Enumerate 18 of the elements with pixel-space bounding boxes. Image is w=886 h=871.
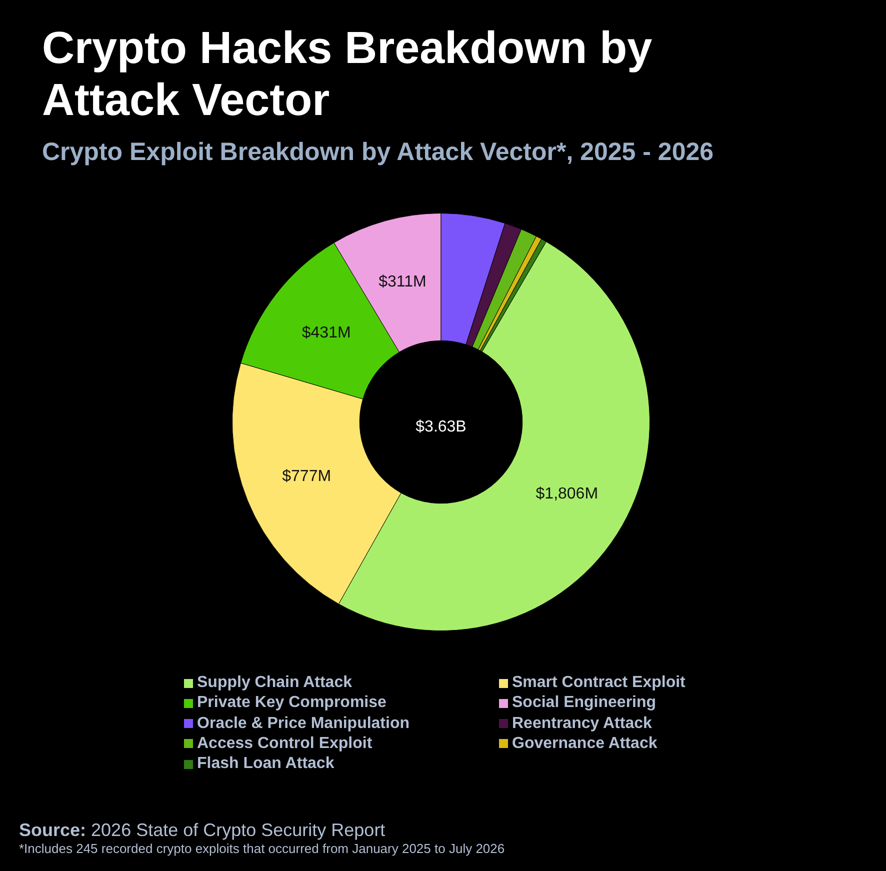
text: $3.63B — [416, 418, 466, 436]
data-label: $311M — [378, 274, 426, 291]
legend-label: Supply Chain Attack — [197, 673, 352, 693]
legend-label: Reentrancy Attack — [512, 714, 652, 734]
chart-subtitle: Crypto Exploit Breakdown by Attack Vector*, 2025 - 2026 — [42, 138, 714, 166]
legend-label: Access Control Exploit — [197, 734, 372, 754]
text: *Includes 245 recorded crypto exploits that occurred from January 2025 to July 2026 — [19, 841, 505, 857]
legend-label: Social Engineering — [512, 693, 656, 714]
legend-label: Flash Loan Attack — [197, 754, 334, 774]
legend-label: Oracle & Price Manipulation — [197, 714, 410, 734]
legend-label: Governance Attack — [512, 734, 658, 754]
data-label: $431M — [302, 324, 351, 342]
data-label: $1,806M — [536, 486, 598, 503]
source-note: Source: 2026 State of Crypto Security Report — [19, 820, 386, 841]
legend-label: Smart Contract Exploit — [512, 673, 686, 693]
data-label: $777M — [282, 468, 332, 486]
chart-title: Crypto Hacks Breakdown by Attack Vector — [42, 22, 654, 126]
legend-label: Private Key Compromise — [197, 693, 386, 714]
